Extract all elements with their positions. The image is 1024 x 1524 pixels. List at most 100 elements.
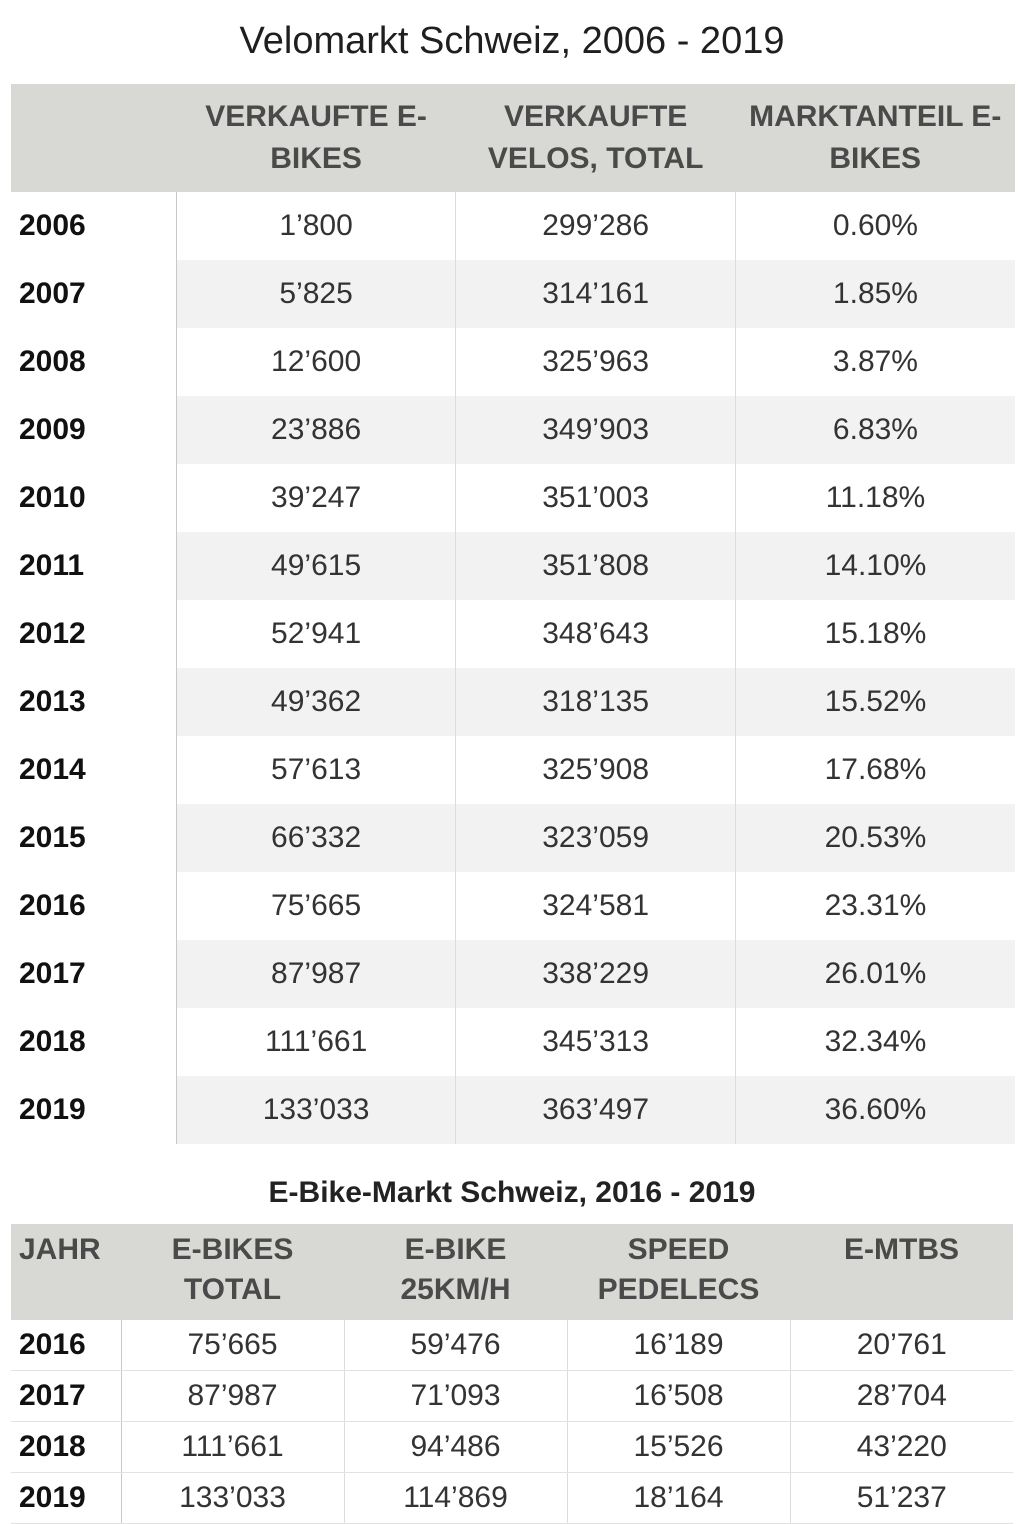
year-cell: 2015 <box>11 804 177 872</box>
column-header-year <box>11 84 177 192</box>
year-cell: 2006 <box>11 192 177 260</box>
column-header-emtbs: E-MTBS <box>790 1224 1013 1320</box>
table-cell: 26.01% <box>734 940 1015 1008</box>
year-cell: 2007 <box>11 260 177 328</box>
ebike-market-table-body: 2016 75’665 59’476 16’189 20’761 2017 87’987 71… <box>11 1320 1013 1524</box>
table-row: 2012 52’941 348’643 15.18% <box>11 600 1015 668</box>
table-row: 2019 133’033 363’497 36.60% <box>11 1076 1015 1144</box>
table-row: 2011 49’615 351’808 14.10% <box>11 532 1015 600</box>
table-cell: 66’332 <box>175 804 456 872</box>
table-cell: 14.10% <box>734 532 1015 600</box>
table-header-row: VERKAUFTE E-BIKES VERKAUFTE VELOS, TOTAL… <box>11 84 1015 192</box>
table-cell: 32.34% <box>734 1008 1015 1076</box>
table-row: 2007 5’825 314’161 1.85% <box>11 260 1015 328</box>
table-cell: 1.85% <box>734 260 1015 328</box>
table-row: 2010 39’247 351’003 11.18% <box>11 464 1015 532</box>
column-header-market-share: MARKTANTEIL E-BIKES <box>735 84 1015 192</box>
table-cell: 51’237 <box>789 1472 1013 1524</box>
table-row: 2008 12’600 325’963 3.87% <box>11 328 1015 396</box>
ebike-market-table: JAHR E-BIKES TOTAL E-BIKE 25KM/H SPEED P… <box>11 1224 1013 1524</box>
table-cell: 57’613 <box>175 736 456 804</box>
table-cell: 325’908 <box>455 736 736 804</box>
table-cell: 324’581 <box>455 872 736 940</box>
table-cell: 18’164 <box>566 1472 790 1524</box>
table-cell: 338’229 <box>455 940 736 1008</box>
table-row: 2017 87’987 338’229 26.01% <box>11 940 1015 1008</box>
year-cell: 2014 <box>11 736 177 804</box>
table-cell: 1’800 <box>175 192 456 260</box>
table-cell: 314’161 <box>455 260 736 328</box>
year-cell: 2018 <box>11 1421 122 1473</box>
table-cell: 12’600 <box>175 328 456 396</box>
table-cell: 15.52% <box>734 668 1015 736</box>
table-cell: 87’987 <box>120 1370 344 1422</box>
table-cell: 348’643 <box>455 600 736 668</box>
table-row: 2013 49’362 318’135 15.52% <box>11 668 1015 736</box>
table-row: 2015 66’332 323’059 20.53% <box>11 804 1015 872</box>
table-cell: 87’987 <box>175 940 456 1008</box>
table-cell: 20.53% <box>734 804 1015 872</box>
table-cell: 111’661 <box>120 1421 344 1473</box>
table-row: 2006 1’800 299’286 0.60% <box>11 192 1015 260</box>
column-header-sold-bikes-total: VERKAUFTE VELOS, TOTAL <box>455 84 736 192</box>
table-cell: 111’661 <box>175 1008 456 1076</box>
table-cell: 11.18% <box>734 464 1015 532</box>
year-cell: 2019 <box>11 1472 122 1524</box>
column-header-year: JAHR <box>11 1224 121 1320</box>
year-cell: 2010 <box>11 464 177 532</box>
table-cell: 28’704 <box>789 1370 1013 1422</box>
table-cell: 20’761 <box>789 1320 1013 1371</box>
column-header-sold-ebikes: VERKAUFTE E-BIKES <box>176 84 456 192</box>
table-cell: 71’093 <box>343 1370 567 1422</box>
table-cell: 15.18% <box>734 600 1015 668</box>
table-cell: 133’033 <box>175 1076 456 1144</box>
table-cell: 75’665 <box>175 872 456 940</box>
year-cell: 2018 <box>11 1008 177 1076</box>
table-cell: 23’886 <box>175 396 456 464</box>
table-row: 2016 75’665 324’581 23.31% <box>11 872 1015 940</box>
table-cell: 114’869 <box>343 1472 567 1524</box>
year-cell: 2019 <box>11 1076 177 1144</box>
year-cell: 2017 <box>11 940 177 1008</box>
column-header-ebike-25kmh: E-BIKE 25KM/H <box>344 1224 567 1320</box>
table-cell: 15’526 <box>566 1421 790 1473</box>
table-cell: 75’665 <box>120 1320 344 1371</box>
table-row: 2018 111’661 345’313 32.34% <box>11 1008 1015 1076</box>
table-cell: 39’247 <box>175 464 456 532</box>
table-cell: 345’313 <box>455 1008 736 1076</box>
year-cell: 2013 <box>11 668 177 736</box>
velomarkt-title: Velomarkt Schweiz, 2006 - 2019 <box>239 20 785 62</box>
table-cell: 299’286 <box>455 192 736 260</box>
table-cell: 325’963 <box>455 328 736 396</box>
table-row: 2016 75’665 59’476 16’189 20’761 <box>11 1320 1013 1371</box>
table-cell: 49’362 <box>175 668 456 736</box>
table-cell: 318’135 <box>455 668 736 736</box>
table-cell: 3.87% <box>734 328 1015 396</box>
column-header-ebikes-total: E-BIKES TOTAL <box>121 1224 344 1320</box>
year-cell: 2008 <box>11 328 177 396</box>
table-cell: 133’033 <box>120 1472 344 1524</box>
table-row: 2014 57’613 325’908 17.68% <box>11 736 1015 804</box>
table-cell: 323’059 <box>455 804 736 872</box>
table-cell: 349’903 <box>455 396 736 464</box>
table-cell: 6.83% <box>734 396 1015 464</box>
table-cell: 351’003 <box>455 464 736 532</box>
year-cell: 2009 <box>11 396 177 464</box>
table-cell: 16’189 <box>566 1320 790 1371</box>
table-header-row: JAHR E-BIKES TOTAL E-BIKE 25KM/H SPEED P… <box>11 1224 1013 1320</box>
table-cell: 94’486 <box>343 1421 567 1473</box>
table-cell: 36.60% <box>734 1076 1015 1144</box>
year-cell: 2017 <box>11 1370 122 1422</box>
velomarkt-table-body: 2006 1’800 299’286 0.60% 2007 5’825 314’161 1.8… <box>11 192 1015 1144</box>
table-cell: 5’825 <box>175 260 456 328</box>
table-cell: 43’220 <box>789 1421 1013 1473</box>
table-cell: 16’508 <box>566 1370 790 1422</box>
column-header-speed-pedelecs: SPEED PEDELECS <box>567 1224 790 1320</box>
table-cell: 363’497 <box>455 1076 736 1144</box>
table-cell: 0.60% <box>734 192 1015 260</box>
table-row: 2019 133’033 114’869 18’164 51’237 <box>11 1472 1013 1524</box>
table-cell: 23.31% <box>734 872 1015 940</box>
year-cell: 2012 <box>11 600 177 668</box>
year-cell: 2011 <box>11 532 177 600</box>
year-cell: 2016 <box>11 1320 122 1371</box>
